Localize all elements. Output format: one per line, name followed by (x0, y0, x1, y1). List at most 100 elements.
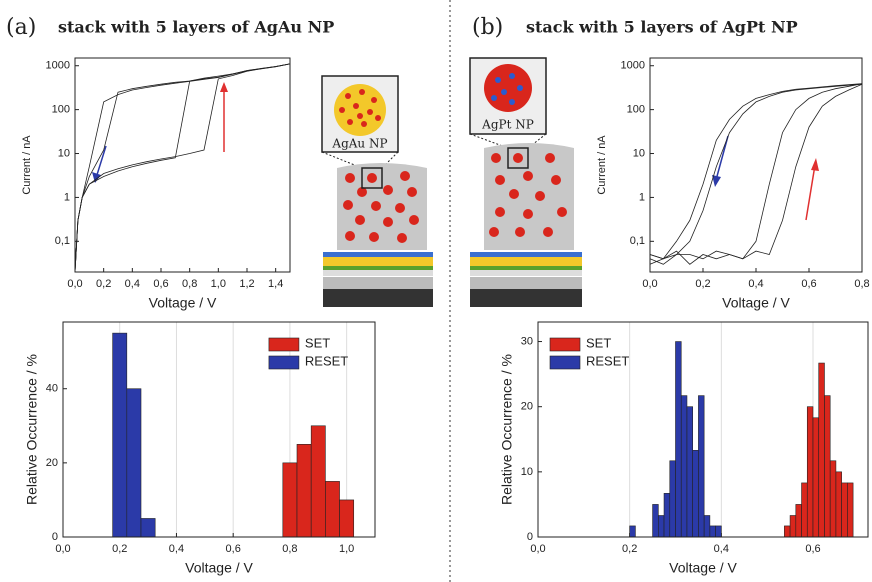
iv-curve (650, 84, 862, 264)
x-tick-label: 0,8 (182, 278, 197, 290)
x-tick-label: 0,0 (67, 278, 82, 290)
legend-label: RESET (586, 353, 629, 368)
y-tick-label: 1000 (46, 60, 70, 72)
histogram-bar (141, 518, 155, 537)
histogram-bar (819, 363, 825, 537)
y-tick-label: 20 (521, 401, 533, 413)
histogram-bar (325, 481, 339, 537)
x-tick-label: 0,6 (801, 278, 816, 290)
histogram-bar (283, 463, 297, 537)
panel-label: (a) (6, 15, 36, 40)
y-tick-label: 0 (52, 531, 58, 543)
x-axis-label: Voltage / V (185, 560, 253, 576)
inset-label: AgAu NP (331, 137, 387, 151)
x-axis-label: Voltage / V (722, 295, 790, 311)
legend-label: SET (586, 335, 611, 350)
histogram-bar (676, 342, 682, 537)
histogram-bar (658, 516, 664, 538)
y-tick-label: 100 (52, 104, 70, 116)
y-tick-label: 40 (46, 383, 58, 395)
histogram-bar (836, 472, 842, 537)
histogram-bar (824, 396, 830, 537)
legend-swatch (269, 338, 299, 351)
histogram-bar (693, 450, 699, 537)
y-tick-label: 0 (527, 531, 533, 543)
y-tick-label: 1000 (621, 60, 645, 72)
x-tick-label: 0,0 (642, 278, 657, 290)
x-tick-label: 0,8 (282, 543, 297, 555)
histogram-bar (340, 500, 354, 537)
panel-title: stack with 5 layers of AgPt NP (526, 18, 798, 37)
legend-swatch (269, 356, 299, 369)
x-tick-label: 0,4 (125, 278, 140, 290)
x-tick-label: 0,4 (748, 278, 763, 290)
histogram-bar (113, 333, 127, 537)
iv-curve (650, 84, 862, 265)
histogram-bar (784, 526, 790, 537)
schematic-a: AgAu NP (322, 76, 433, 307)
x-tick-label: 0,6 (226, 543, 241, 555)
legend-swatch (550, 356, 580, 369)
x-tick-label: 0,2 (96, 278, 111, 290)
histogram-bar (687, 407, 693, 537)
y-tick-label: 10 (633, 147, 645, 159)
iv-curve (75, 64, 290, 272)
histogram-bar (297, 444, 311, 537)
histogram-bar (681, 396, 687, 537)
legend-label: RESET (305, 353, 348, 368)
y-tick-label: 0,1 (55, 235, 70, 247)
x-tick-label: 0,8 (854, 278, 869, 290)
histogram-bar (670, 461, 676, 537)
histogram-bar (790, 516, 796, 538)
x-tick-label: 0,0 (530, 543, 545, 555)
iv-curve (75, 64, 290, 272)
histogram-bar (698, 396, 704, 537)
histogram-bar (653, 504, 659, 537)
x-tick-label: 0,0 (55, 543, 70, 555)
y-tick-label: 20 (46, 457, 58, 469)
legend-swatch (550, 338, 580, 351)
x-tick-label: 0,2 (695, 278, 710, 290)
x-tick-label: 0,6 (153, 278, 168, 290)
panel-title: stack with 5 layers of AgAu NP (58, 18, 334, 37)
x-tick-label: 0,6 (805, 543, 820, 555)
y-tick-label: 10 (521, 466, 533, 478)
histogram-bar (704, 516, 710, 538)
histogram-bar (716, 526, 722, 537)
histogram-bar (664, 493, 670, 537)
histogram-bar (813, 418, 819, 537)
histogram-bar (796, 504, 802, 537)
histogram-bar (847, 483, 853, 537)
y-tick-label: 100 (627, 104, 645, 116)
x-tick-label: 1,2 (239, 278, 254, 290)
histogram-bar (311, 426, 325, 537)
iv-curve (650, 84, 862, 259)
y-tick-label: 1 (639, 191, 645, 203)
histogram-bar (842, 483, 848, 537)
x-tick-label: 0,4 (714, 543, 729, 555)
histogram-bar (127, 389, 141, 537)
y-axis-label: Current / nA (21, 135, 33, 195)
y-axis-label: Current / nA (596, 135, 608, 195)
iv-curve (650, 84, 862, 264)
x-tick-label: 1,0 (339, 543, 354, 555)
histogram-bar (830, 461, 836, 537)
histogram-bar (807, 407, 813, 537)
iv-curve (75, 64, 290, 272)
panel-label: (b) (472, 15, 503, 40)
y-axis-label: Relative Occurrence / % (24, 354, 40, 505)
inset-label: AgPt NP (481, 118, 534, 132)
y-tick-label: 1 (64, 191, 70, 203)
x-tick-label: 1,0 (211, 278, 226, 290)
x-axis-label: Voltage / V (149, 295, 217, 311)
x-tick-label: 1,4 (268, 278, 283, 290)
iv-curve (75, 64, 290, 272)
plot-frame (75, 58, 290, 272)
x-tick-label: 0,2 (112, 543, 127, 555)
y-axis-label: Relative Occurrence / % (499, 354, 515, 505)
x-tick-label: 0,4 (169, 543, 184, 555)
histogram-bar (630, 526, 636, 537)
histogram-bar (802, 483, 808, 537)
x-tick-label: 0,2 (622, 543, 637, 555)
y-tick-label: 10 (58, 147, 70, 159)
